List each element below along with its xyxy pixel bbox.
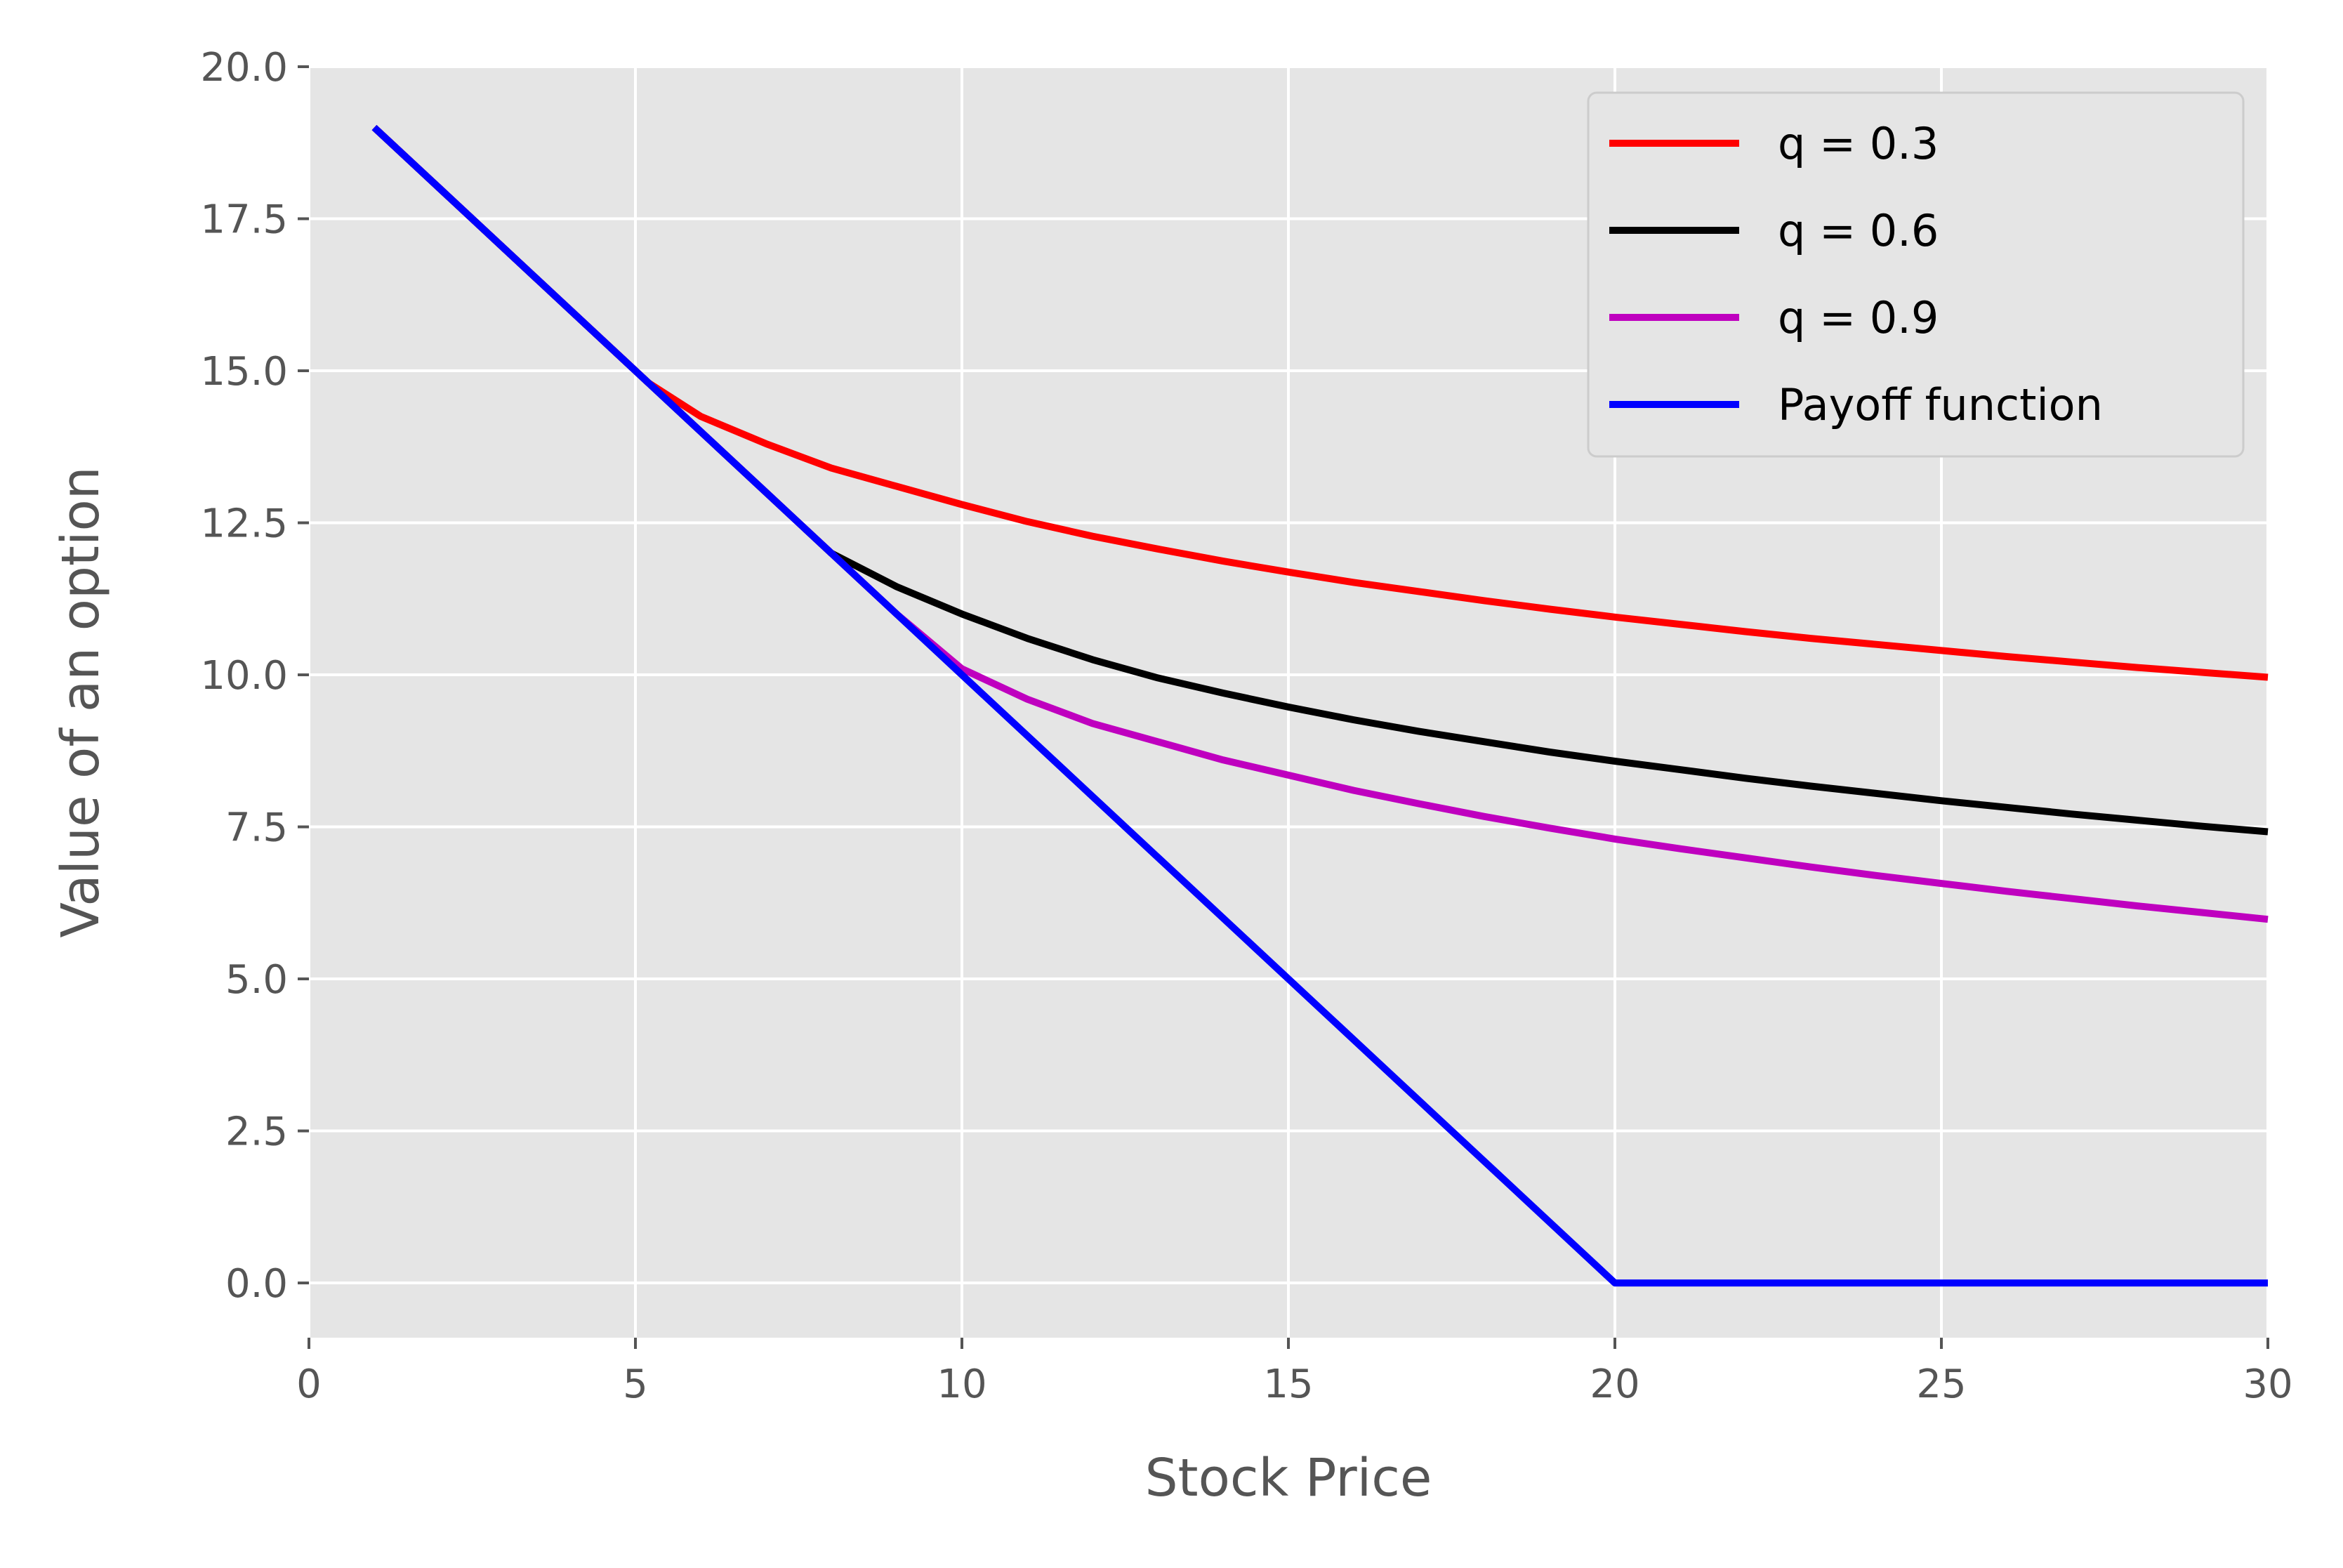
x-axis-ticks: 0 5 10 15 20 25 30 [296, 1338, 2293, 1407]
x-axis-label: Stock Price [1145, 1448, 1432, 1508]
x-tick-label: 5 [623, 1362, 648, 1407]
y-tick-label: 10.0 [200, 653, 288, 699]
x-tick-label: 30 [2243, 1362, 2292, 1407]
x-tick-label: 15 [1263, 1362, 1313, 1407]
y-tick-label: 17.5 [200, 197, 288, 243]
y-tick-label: 12.5 [200, 501, 288, 547]
x-tick-label: 25 [1916, 1362, 1966, 1407]
y-tick-label: 2.5 [225, 1109, 288, 1155]
y-axis-label: Value of an option [51, 466, 111, 937]
legend-entry: q = 0.6 [1778, 205, 1939, 256]
series-line-0 [371, 124, 2269, 681]
y-tick-label: 0.0 [225, 1261, 288, 1307]
y-axis-ticks: 0.0 2.5 5.0 7.5 10.0 12.5 15.0 17.5 20.0 [200, 45, 309, 1307]
legend-entry: q = 0.9 [1778, 292, 1939, 343]
legend-entry: Payoff function [1778, 379, 2103, 430]
series-lines [371, 124, 2269, 1287]
x-tick-label: 10 [937, 1362, 986, 1407]
legend-entry: q = 0.3 [1778, 118, 1939, 169]
y-tick-label: 20.0 [200, 45, 288, 91]
legend: q = 0.3 q = 0.6 q = 0.9 Payoff function [1587, 91, 2245, 458]
y-tick-label: 5.0 [225, 957, 288, 1003]
legend-box [1587, 91, 2245, 458]
y-tick-label: 7.5 [225, 805, 288, 851]
x-tick-label: 0 [296, 1362, 322, 1407]
x-tick-label: 20 [1590, 1362, 1639, 1407]
series-line-3 [371, 124, 2268, 1287]
y-tick-label: 15.0 [200, 349, 288, 395]
